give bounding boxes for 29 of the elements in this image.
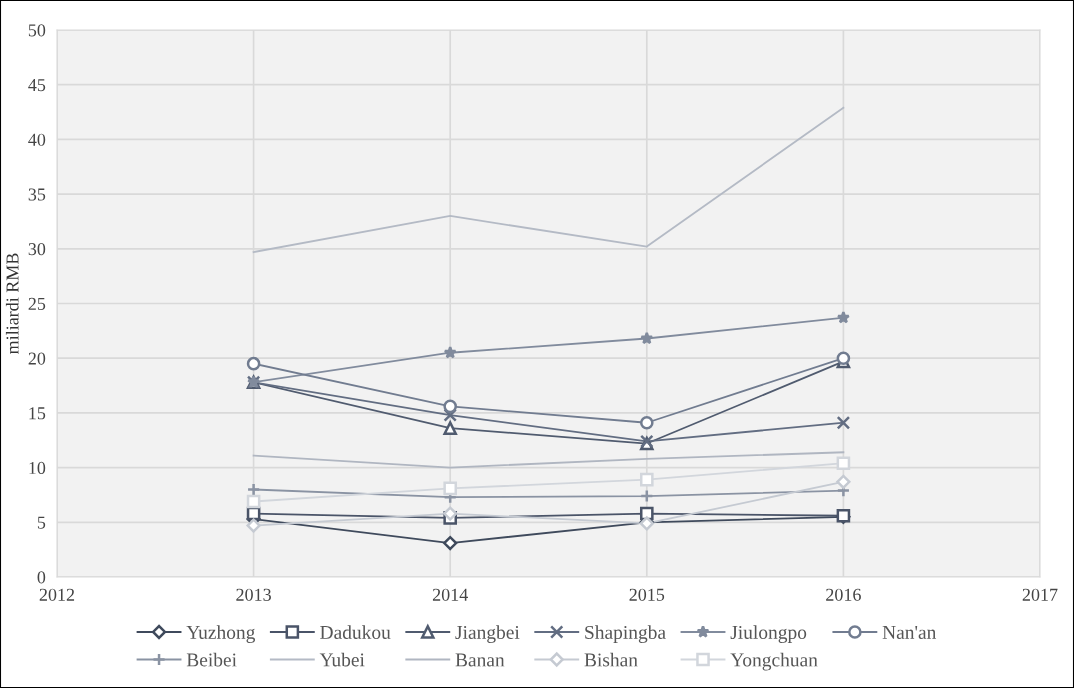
y-tick-label: 20	[28, 352, 46, 365]
y-tick-label: 10	[29, 461, 46, 475]
x-tick-label: 2014	[432, 588, 468, 601]
legend-label: Jiulongpo	[730, 625, 807, 643]
x-tick-label: 2017	[1022, 588, 1058, 601]
y-tick-label: 15	[29, 407, 46, 420]
legend-label: Beibei	[186, 652, 237, 667]
legend-label: Shapingba	[585, 625, 666, 643]
y-tick-label: 25	[28, 297, 46, 310]
y-tick-label: 35	[28, 188, 46, 201]
y-tick-label: 40	[28, 133, 46, 146]
y-tick-label: 50	[28, 24, 46, 37]
legend-label: Yubei	[319, 652, 365, 667]
y-tick-label: 45	[28, 79, 46, 92]
y-tick-label: 30	[28, 243, 46, 256]
x-tick-label: 2015	[629, 588, 665, 601]
x-tick-label: 2016	[826, 588, 861, 601]
x-tick-label: 2013	[236, 588, 271, 601]
legend-label: Jiangbei	[455, 625, 520, 643]
y-tick-label: 0	[37, 571, 46, 584]
legend-label: Bishan	[584, 652, 638, 667]
y-axis-title: miliardi RMB	[5, 253, 19, 355]
legend-label: Yuzhong	[186, 625, 256, 643]
legend-label: Yongchuan	[730, 652, 818, 671]
legend-label: Dadukou	[320, 625, 391, 639]
legend-label: Banan	[455, 653, 505, 667]
y-tick-label: 5	[37, 516, 46, 529]
legend-label: Nan'an	[882, 626, 937, 639]
x-tick-label: 2012	[39, 588, 75, 601]
